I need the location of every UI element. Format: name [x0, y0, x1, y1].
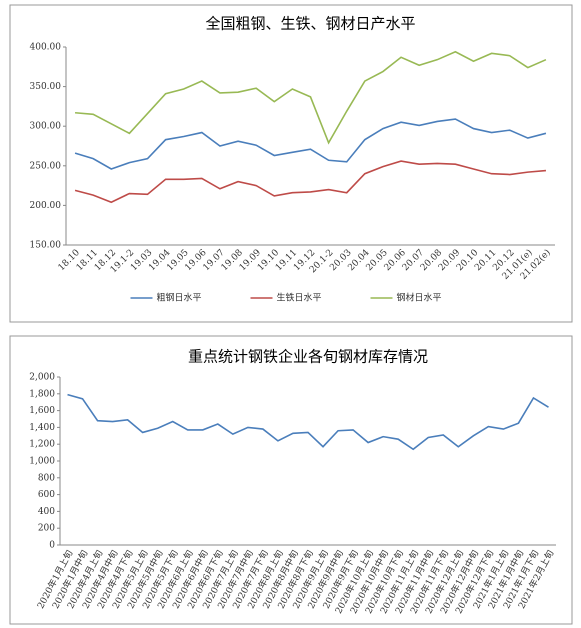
legend-label: 钢材日水平	[397, 292, 442, 304]
y-tick-label: 300.00	[30, 122, 62, 132]
y-tick-label: 1,000	[29, 457, 55, 467]
y-tick-label: 600	[38, 490, 55, 500]
y-tick-label: 1,800	[29, 389, 55, 399]
y-tick-label: 1,400	[29, 423, 55, 433]
legend-label: 粗钢日水平	[157, 292, 202, 304]
chart-title: 重点统计钢铁企业各旬钢材库存情况	[188, 348, 428, 366]
y-tick-label: 0	[49, 541, 55, 551]
y-tick-label: 1,200	[29, 440, 55, 450]
chart-frame	[9, 335, 573, 625]
y-tick-label: 400.00	[30, 43, 62, 53]
chart-frame	[9, 4, 573, 323]
y-tick-label: 1,600	[29, 406, 55, 416]
y-tick-label: 350.00	[30, 82, 62, 92]
data-line	[67, 393, 549, 451]
legend-label: 生铁日水平	[277, 292, 322, 304]
data-line	[74, 118, 547, 170]
chart-title: 全国粗钢、生铁、钢材日产水平	[205, 15, 415, 33]
y-tick-label: 250.00	[30, 161, 62, 171]
y-tick-label: 200	[38, 524, 55, 534]
y-tick-label: 800	[38, 473, 55, 483]
y-tick-label: 150.00	[30, 241, 62, 251]
y-tick-label: 200.00	[30, 201, 62, 211]
y-tick-label: 2,000	[29, 373, 55, 383]
y-tick-label: 400	[38, 507, 55, 517]
data-line	[74, 160, 547, 204]
data-line	[74, 50, 547, 145]
